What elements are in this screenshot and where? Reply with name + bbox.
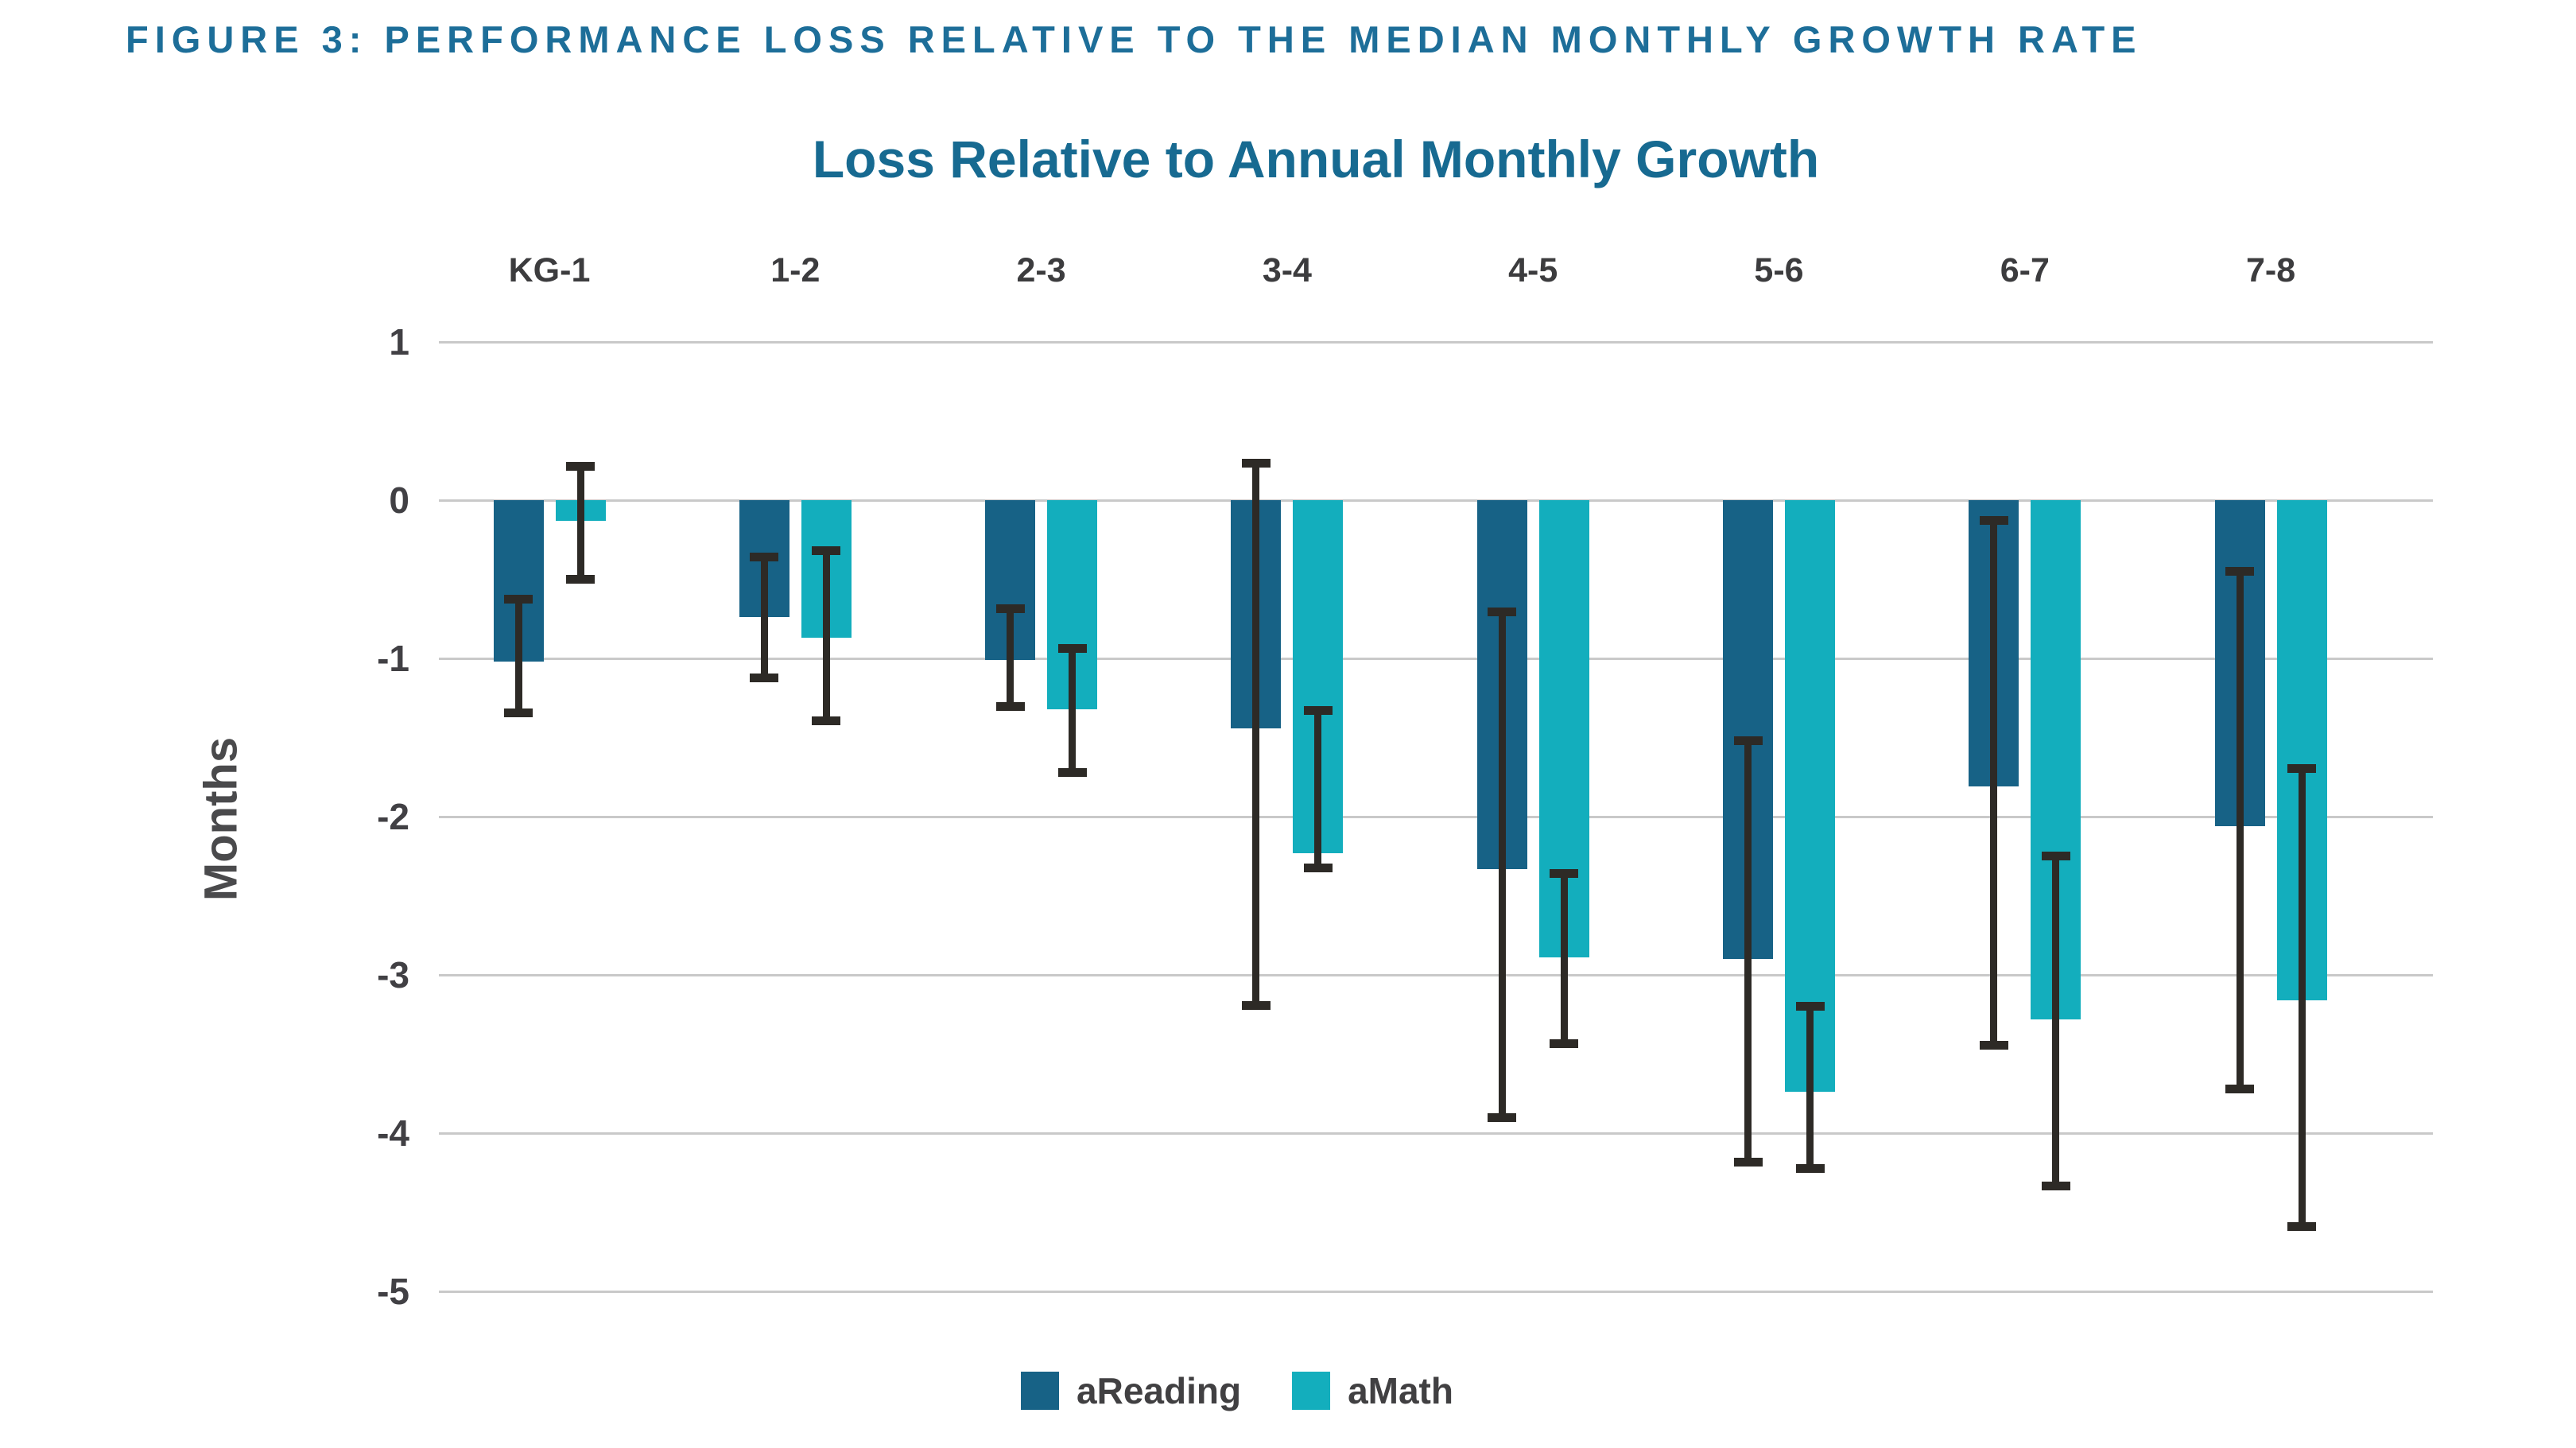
- error-cap-bottom-aReading-2-3: [995, 701, 1025, 711]
- error-cap-top-aMath-4-5: [1550, 868, 1579, 878]
- error-bar-aMath-3-4: [1314, 705, 1322, 872]
- error-bar-aReading-6-7: [1990, 515, 1998, 1050]
- error-cap-top-aMath-6-7: [2041, 851, 2070, 860]
- error-bar-aReading-4-5: [1498, 608, 1506, 1123]
- legend-label: aReading: [1077, 1370, 1242, 1411]
- x-tick-label: 5-6: [1754, 251, 1804, 289]
- error-cap-bottom-aMath-2-3: [1057, 768, 1087, 778]
- error-bar-aReading-7-8: [2236, 566, 2244, 1094]
- legend-label: aMath: [1348, 1370, 1453, 1411]
- y-tick-label: -1: [377, 638, 409, 679]
- error-cap-bottom-aReading-4-5: [1488, 1113, 1517, 1123]
- error-bar-aReading-3-4: [1252, 459, 1260, 1010]
- legend-item-aReading: aReading: [1021, 1369, 1241, 1412]
- gridline: [439, 974, 2433, 976]
- error-bar-aMath-1-2: [822, 545, 830, 725]
- x-tick-label: KG-1: [508, 251, 591, 289]
- error-cap-bottom-aMath-6-7: [2041, 1181, 2070, 1190]
- error-cap-top-aReading-1-2: [750, 552, 779, 561]
- error-cap-bottom-aMath-KG-1: [566, 575, 595, 584]
- bar-aMath-5-6: [1785, 500, 1835, 1093]
- gridline: [439, 341, 2433, 344]
- error-cap-bottom-aReading-7-8: [2225, 1085, 2255, 1094]
- error-cap-top-aMath-KG-1: [566, 462, 595, 472]
- gridline: [439, 499, 2433, 502]
- error-cap-bottom-aReading-3-4: [1241, 1000, 1271, 1010]
- legend: aReading aMath: [1021, 1369, 1453, 1412]
- y-axis-title: Months: [195, 736, 247, 902]
- gridline: [439, 816, 2433, 818]
- gridline: [439, 1132, 2433, 1135]
- error-cap-bottom-aReading-5-6: [1733, 1157, 1763, 1167]
- legend-swatch-aMath: [1292, 1372, 1331, 1410]
- error-bar-aMath-KG-1: [576, 462, 584, 584]
- y-tick-label: -4: [377, 1112, 409, 1154]
- gridline: [439, 658, 2433, 660]
- error-cap-top-aMath-2-3: [1057, 644, 1087, 654]
- error-cap-top-aReading-5-6: [1733, 736, 1763, 745]
- error-cap-bottom-aMath-7-8: [2287, 1222, 2317, 1232]
- figure-heading: FIGURE 3: PERFORMANCE LOSS RELATIVE TO T…: [126, 18, 2143, 60]
- error-cap-top-aMath-5-6: [1795, 1001, 1825, 1011]
- error-cap-bottom-aReading-6-7: [1979, 1040, 2008, 1050]
- x-tick-label: 6-7: [2000, 251, 2050, 289]
- error-cap-top-aReading-2-3: [995, 604, 1025, 614]
- legend-swatch-aReading: [1021, 1372, 1060, 1410]
- error-cap-top-aMath-7-8: [2287, 764, 2317, 774]
- error-cap-bottom-aReading-KG-1: [504, 708, 533, 717]
- y-tick-label: -2: [377, 796, 409, 837]
- error-cap-bottom-aMath-1-2: [812, 716, 841, 725]
- gridline: [439, 1291, 2433, 1293]
- error-cap-top-aReading-4-5: [1488, 608, 1517, 617]
- error-bar-aMath-7-8: [2298, 764, 2306, 1232]
- error-cap-top-aMath-1-2: [812, 545, 841, 555]
- error-cap-bottom-aReading-1-2: [750, 673, 779, 682]
- error-cap-top-aReading-KG-1: [504, 595, 533, 604]
- error-cap-bottom-aMath-3-4: [1303, 863, 1333, 872]
- error-bar-aReading-KG-1: [514, 595, 522, 717]
- chart-title: Loss Relative to Annual Monthly Growth: [812, 130, 1820, 188]
- error-cap-top-aMath-3-4: [1303, 705, 1333, 715]
- x-tick-label: 1-2: [770, 251, 821, 289]
- y-tick-label: -5: [377, 1271, 409, 1312]
- error-bar-aReading-1-2: [760, 552, 768, 682]
- error-bar-aReading-5-6: [1744, 736, 1752, 1167]
- error-cap-bottom-aMath-4-5: [1550, 1038, 1579, 1048]
- error-bar-aMath-2-3: [1069, 644, 1077, 778]
- x-tick-label: 7-8: [2246, 251, 2296, 289]
- x-tick-label: 2-3: [1016, 251, 1066, 289]
- error-cap-top-aReading-6-7: [1979, 515, 2008, 525]
- error-cap-top-aReading-7-8: [2225, 566, 2255, 576]
- x-tick-label: 4-5: [1508, 251, 1558, 289]
- plot-area: [439, 341, 2433, 1293]
- y-tick-label: 1: [389, 321, 409, 363]
- legend-item-aMath: aMath: [1292, 1369, 1453, 1412]
- error-cap-bottom-aMath-5-6: [1795, 1163, 1825, 1173]
- y-tick-label: -3: [377, 954, 409, 996]
- error-bar-aMath-5-6: [1806, 1001, 1814, 1173]
- error-bar-aMath-6-7: [2052, 851, 2060, 1190]
- error-cap-top-aReading-3-4: [1241, 459, 1271, 468]
- y-tick-label: 0: [389, 479, 409, 521]
- error-bar-aReading-2-3: [1007, 604, 1014, 711]
- x-tick-label: 3-4: [1262, 251, 1312, 289]
- error-bar-aMath-4-5: [1560, 868, 1568, 1048]
